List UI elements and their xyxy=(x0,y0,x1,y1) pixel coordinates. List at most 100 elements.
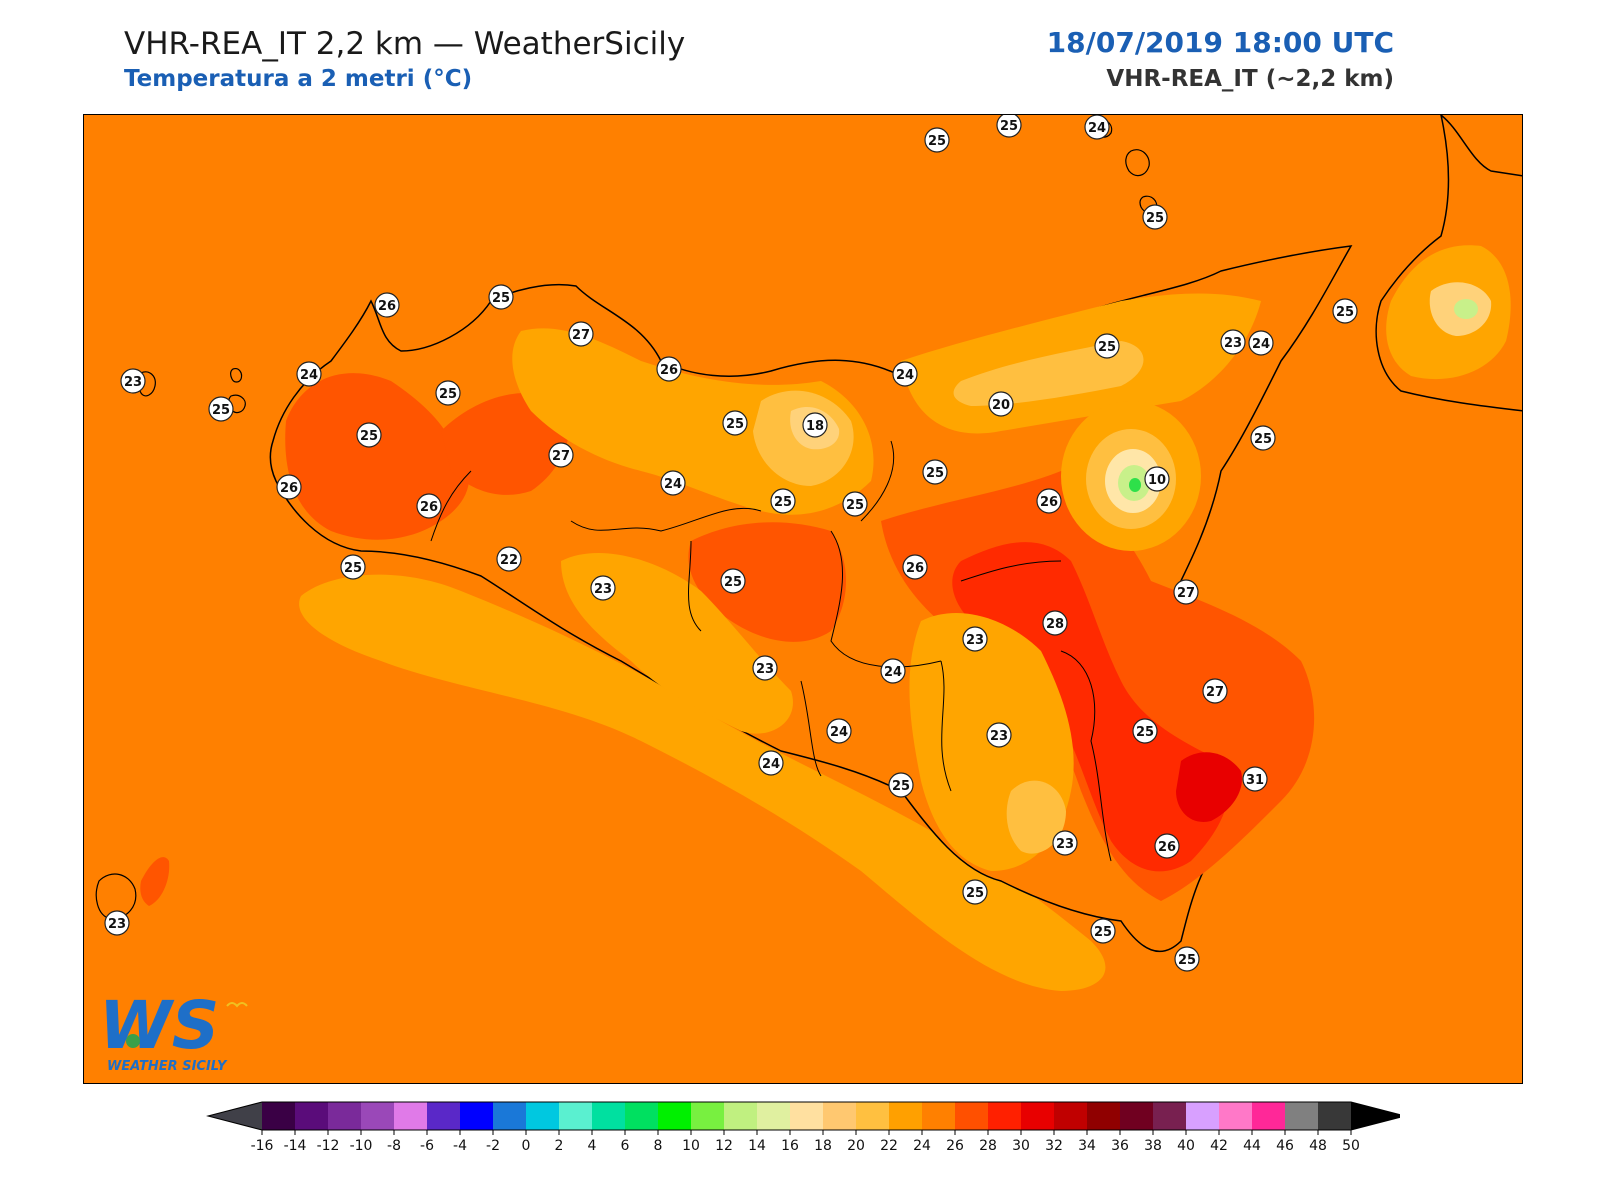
label-value: 20 xyxy=(992,398,1010,413)
label-value: 25 xyxy=(212,403,230,418)
colorbar-tick-label: 36 xyxy=(1111,1138,1129,1154)
label-marker xyxy=(1052,830,1078,856)
colorbar-segment xyxy=(889,1102,923,1130)
colorbar-tick-label: 26 xyxy=(946,1138,964,1154)
colorbar-segment xyxy=(658,1102,692,1130)
temperature-label: 25 xyxy=(208,396,234,422)
temperature-label: 26 xyxy=(1036,488,1062,514)
label-marker xyxy=(1090,918,1116,944)
central-warm-zone xyxy=(688,522,846,642)
label-marker xyxy=(1132,718,1158,744)
iblei-coldest-zone xyxy=(1006,780,1066,854)
colorbar-segment xyxy=(856,1102,890,1130)
label-value: 27 xyxy=(572,328,590,343)
label-marker xyxy=(1142,204,1168,230)
temperature-label: 26 xyxy=(656,356,682,382)
temperature-label: 24 xyxy=(880,658,906,684)
label-value: 23 xyxy=(966,633,984,648)
temperature-label: 22 xyxy=(496,546,522,572)
temperature-label: 27 xyxy=(568,321,594,347)
label-marker xyxy=(752,655,778,681)
colorbar-segment xyxy=(823,1102,857,1130)
logo-letters: WS xyxy=(99,987,219,1064)
label-value: 25 xyxy=(1000,119,1018,134)
label-marker xyxy=(568,321,594,347)
temperature-label: 28 xyxy=(1042,610,1068,636)
colorbar-tick-label: 6 xyxy=(621,1138,630,1154)
label-marker xyxy=(1248,330,1274,356)
colorbar-tick-label: -10 xyxy=(350,1138,373,1154)
colorbar-segment xyxy=(1318,1102,1352,1130)
label-marker xyxy=(902,554,928,580)
label-value: 25 xyxy=(439,387,457,402)
colorbar-segment xyxy=(1219,1102,1253,1130)
temperature-label: 27 xyxy=(548,442,574,468)
map-canvas: 25 25 24 25 26 25 27 26 24 25 23 25 25 25 24 25 26 27 26 25… xyxy=(84,115,1522,1083)
colorbar-segment xyxy=(361,1102,395,1130)
label-marker xyxy=(1084,115,1110,140)
colorbar-tick-label: 42 xyxy=(1210,1138,1228,1154)
temperature-label: 25 xyxy=(888,772,914,798)
temperature-labels: 25 25 24 25 26 25 27 26 24 25 23 25 25 25 24 25 26 27 26 25… xyxy=(104,115,1358,972)
colorbar-segment xyxy=(1153,1102,1187,1130)
label-marker xyxy=(296,361,322,387)
label-value: 25 xyxy=(1254,432,1272,447)
temperature-label: 25 xyxy=(1250,425,1276,451)
temperature-label: 24 xyxy=(826,718,852,744)
label-value: 28 xyxy=(1046,617,1064,632)
label-marker xyxy=(416,493,442,519)
logo-globe-icon xyxy=(126,1034,140,1048)
temperature-label: 31 xyxy=(1242,766,1268,792)
colorbar-tick-label: 8 xyxy=(654,1138,663,1154)
label-value: 24 xyxy=(300,368,318,383)
temperature-label: 24 xyxy=(758,750,784,776)
label-value: 25 xyxy=(1146,211,1164,226)
colorbar-tick-label: 30 xyxy=(1012,1138,1030,1154)
colorbar-segment xyxy=(757,1102,791,1130)
label-marker xyxy=(276,474,302,500)
weathersicily-logo: WS WEATHER SICILY xyxy=(97,986,257,1076)
temperature-label: 25 xyxy=(1090,918,1116,944)
temperature-label: 25 xyxy=(924,127,950,153)
temperature-label: 25 xyxy=(356,422,382,448)
label-marker xyxy=(988,391,1014,417)
colorbar-tick-label: -6 xyxy=(420,1138,434,1154)
label-marker xyxy=(770,488,796,514)
colorbar-segment xyxy=(493,1102,527,1130)
label-value: 25 xyxy=(1336,305,1354,320)
temperature-label: 27 xyxy=(1202,678,1228,704)
label-value: 24 xyxy=(896,368,914,383)
etna-summit-spot xyxy=(1129,478,1141,492)
colorbar-tick-label: 12 xyxy=(715,1138,733,1154)
label-value: 26 xyxy=(280,481,298,496)
label-value: 25 xyxy=(846,498,864,513)
label-marker xyxy=(656,356,682,382)
temperature-label: 25 xyxy=(1174,946,1200,972)
label-value: 24 xyxy=(884,665,902,680)
temperature-map[interactable]: 25 25 24 25 26 25 27 26 24 25 23 25 25 25 24 25 26 27 26 25… xyxy=(83,114,1523,1084)
label-marker xyxy=(986,722,1012,748)
label-marker xyxy=(1173,579,1199,605)
label-marker xyxy=(996,115,1022,138)
label-marker xyxy=(208,396,234,422)
label-marker xyxy=(1250,425,1276,451)
colorbar-segment xyxy=(790,1102,824,1130)
colorbar-tick-label: 34 xyxy=(1078,1138,1096,1154)
temperature-label: 23 xyxy=(986,722,1012,748)
colorbar-under-arrow xyxy=(208,1102,262,1130)
central-cool-zone xyxy=(561,552,793,734)
temperature-label: 26 xyxy=(902,554,928,580)
label-marker xyxy=(892,361,918,387)
colorbar-segment xyxy=(1186,1102,1220,1130)
label-value: 23 xyxy=(990,729,1008,744)
label-value: 24 xyxy=(1088,121,1106,136)
colorbar-segment xyxy=(262,1102,296,1130)
label-value: 25 xyxy=(1094,925,1112,940)
temperature-label: 25 xyxy=(842,491,868,517)
colorbar-tick-label: 28 xyxy=(979,1138,997,1154)
colorbar-tick-label: 14 xyxy=(748,1138,766,1154)
colorbar-tick-label: 24 xyxy=(913,1138,931,1154)
colorbar-segment xyxy=(328,1102,362,1130)
temperature-label: 20 xyxy=(988,391,1014,417)
temperature-label: 23 xyxy=(752,655,778,681)
